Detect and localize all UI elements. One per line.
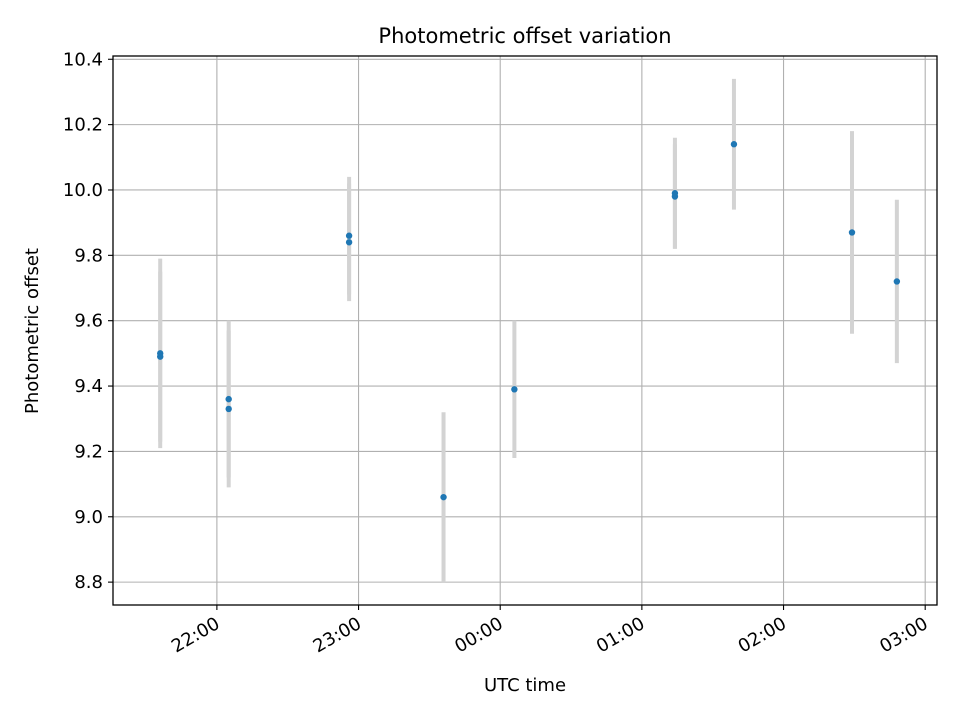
plot-frame — [112, 55, 938, 606]
data-point — [848, 229, 856, 236]
y-tick-label: 9.0 — [74, 507, 103, 528]
data-point — [511, 386, 518, 393]
data-point — [893, 278, 901, 285]
gridlines — [113, 56, 937, 605]
data-point — [157, 353, 164, 360]
x-axis-label: UTC time — [484, 675, 566, 696]
y-tick-label: 9.8 — [74, 245, 103, 266]
data-point — [730, 141, 738, 148]
data-point — [671, 190, 679, 197]
y-axis-ticks: 8.8 9.0 9.2 9.4 9.6 9.8 10.0 10.2 10.4 — [63, 49, 113, 593]
y-tick-label: 10.4 — [63, 49, 103, 70]
data-point — [345, 239, 353, 246]
data-point — [345, 232, 353, 239]
data-point — [225, 405, 232, 413]
data-point — [440, 493, 447, 501]
data-point — [225, 395, 232, 403]
chart-title: Photometric offset variation — [378, 24, 671, 48]
y-tick-label: 10.0 — [63, 180, 103, 201]
y-tick-label: 9.6 — [74, 311, 103, 332]
y-tick-label: 9.4 — [74, 376, 103, 397]
y-tick-label: 9.2 — [74, 441, 103, 462]
data-points — [157, 141, 901, 501]
y-tick-label: 10.2 — [63, 115, 103, 136]
y-tick-label: 8.8 — [74, 572, 103, 593]
y-axis-label: Photometric offset — [22, 248, 43, 414]
